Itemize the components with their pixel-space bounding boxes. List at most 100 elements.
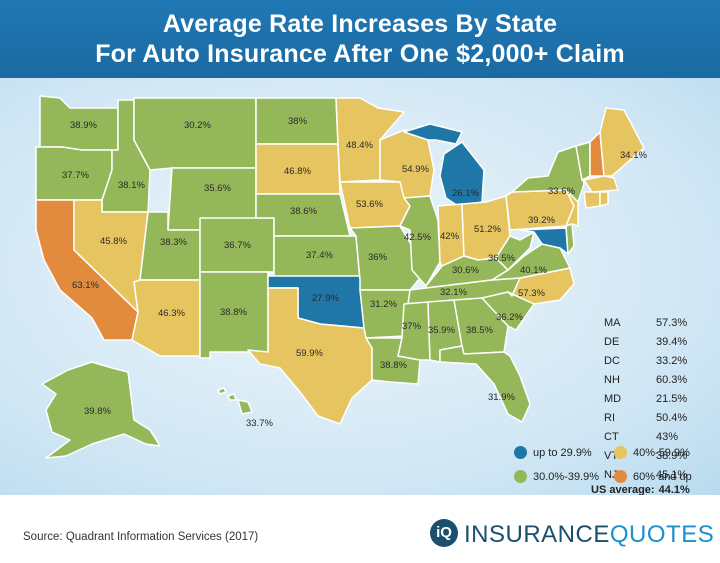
state-labels: 38.9% 37.7% 63.1% 38.1% 45.8% 30.2% 35.6…: [62, 116, 647, 429]
small-states-table: MA 57.3% DE 39.4% DC 33.2% NH 60.3% MD 21.5% RI 50.…: [604, 317, 700, 488]
small-state-value: 60.3%: [656, 374, 688, 386]
legend-item-yellow: 40%-59.9%: [614, 445, 690, 461]
small-state-abbr: MD: [604, 393, 622, 405]
small-state-row: DE 39.4%: [604, 336, 700, 355]
small-state-abbr: DE: [604, 336, 620, 348]
label-AK: 39.8%: [84, 406, 111, 417]
label-IL: 42.5%: [404, 232, 431, 243]
state-MT: [133, 97, 257, 171]
label-NY: 33.6%: [548, 186, 575, 197]
label-NC: 57.3%: [518, 288, 545, 299]
legend-dot-yellow: [614, 445, 627, 459]
label-FL: 31.9%: [488, 392, 515, 403]
legend-dot-green: [514, 469, 527, 483]
legend-item-blue: up to 29.9%: [514, 445, 592, 461]
label-OK: 27.9%: [312, 293, 339, 304]
label-UT: 38.3%: [160, 237, 187, 248]
label-WA: 38.9%: [70, 120, 97, 131]
label-ND: 38%: [288, 116, 308, 127]
small-state-abbr: DC: [604, 355, 620, 367]
label-WY: 35.6%: [204, 183, 231, 194]
us-average-label: US average:: [591, 484, 655, 495]
source-text: Source: Quadrant Information Services (2…: [23, 531, 259, 543]
state-ME: [599, 107, 645, 177]
label-SC: 36.2%: [496, 312, 523, 323]
state-TX: [247, 287, 373, 425]
state-AK: [41, 361, 161, 459]
label-PA: 39.2%: [528, 215, 555, 226]
state-AR: [359, 289, 411, 339]
small-state-abbr: NH: [604, 374, 620, 386]
state-FL: [439, 345, 531, 423]
small-state-row: DC 33.2%: [604, 355, 700, 374]
label-HI: 33.7%: [246, 418, 273, 429]
label-ID: 38.1%: [118, 180, 145, 191]
small-state-value: 45.1%: [656, 469, 688, 481]
label-KS: 37.4%: [306, 250, 333, 261]
logo-badge-icon: iQ: [430, 519, 458, 547]
small-state-row: CT 43%: [604, 431, 700, 450]
state-NM: [199, 271, 269, 359]
small-state-value: 38.9%: [656, 450, 688, 462]
label-CA: 63.1%: [72, 280, 99, 291]
label-MI: 26.1%: [452, 188, 479, 199]
label-IA: 53.6%: [356, 199, 383, 210]
label-AL: 35.9%: [428, 325, 455, 336]
legend-dot-orange: [614, 469, 627, 483]
title-line-1: Average Rate Increases By State: [162, 10, 558, 38]
legend-label: 60% and up: [633, 471, 692, 483]
state-CT: [583, 191, 601, 209]
small-state-value: 50.4%: [656, 412, 688, 424]
small-state-row: MD 21.5%: [604, 393, 700, 412]
logo-wordmark: INSURANCEQUOTES: [464, 521, 714, 549]
legend-dot-blue: [514, 445, 527, 459]
small-state-value: 57.3%: [656, 317, 688, 329]
label-NM: 38.8%: [220, 307, 247, 318]
legend-label: 40%-59.9%: [633, 447, 690, 459]
header-banner: Average Rate Increases By State For Auto…: [0, 0, 720, 78]
label-SD: 46.8%: [284, 166, 311, 177]
map-area: 38.9% 37.7% 63.1% 38.1% 45.8% 30.2% 35.6…: [0, 78, 720, 495]
small-state-abbr: MA: [604, 317, 621, 329]
us-average-value: 44.1%: [658, 484, 690, 495]
small-state-value: 21.5%: [656, 393, 688, 405]
label-GA: 38.5%: [466, 325, 493, 336]
legend-item-orange: 60% and up: [614, 469, 692, 485]
logo-word-a: INSURANCE: [464, 521, 610, 548]
label-AZ: 46.3%: [158, 308, 185, 319]
label-TN: 32.1%: [440, 287, 467, 298]
logo-word-b: QUOTES: [609, 521, 715, 548]
small-state-row: RI 50.4%: [604, 412, 700, 431]
title-line-2: For Auto Insurance After One $2,000+ Cla…: [95, 40, 625, 68]
state-SC: [481, 291, 535, 331]
small-state-value: 43%: [656, 431, 679, 443]
legend-label: 30.0%-39.9%: [533, 471, 600, 483]
label-MO: 36%: [368, 252, 388, 263]
label-NV: 45.8%: [100, 236, 127, 247]
label-NE: 38.6%: [290, 206, 317, 217]
label-MT: 30.2%: [184, 120, 211, 131]
label-ME: 34.1%: [620, 150, 647, 161]
state-IL: [399, 195, 441, 287]
footer: Source: Quadrant Information Services (2…: [0, 495, 720, 563]
small-state-value: 33.2%: [656, 355, 688, 367]
label-MS: 37%: [402, 321, 422, 332]
small-state-abbr: CT: [604, 431, 619, 443]
small-state-abbr: RI: [604, 412, 615, 424]
state-MA: [583, 175, 619, 193]
label-CO: 36.7%: [224, 240, 251, 251]
label-MN: 48.4%: [346, 140, 373, 151]
state-RI: [599, 191, 609, 207]
label-KY: 30.6%: [452, 265, 479, 276]
label-TX: 59.9%: [296, 348, 323, 359]
small-state-value: 39.4%: [656, 336, 688, 348]
label-WV: 36.5%: [488, 253, 515, 264]
us-map: 38.9% 37.7% 63.1% 38.1% 45.8% 30.2% 35.6…: [35, 95, 647, 459]
small-state-row: NH 60.3%: [604, 374, 700, 393]
label-AR: 31.2%: [370, 299, 397, 310]
label-OR: 37.7%: [62, 170, 89, 181]
state-HI: [217, 387, 253, 415]
state-NJ: [565, 189, 579, 227]
label-OH: 51.2%: [474, 224, 501, 235]
legend-item-green: 30.0%-39.9%: [514, 469, 599, 485]
